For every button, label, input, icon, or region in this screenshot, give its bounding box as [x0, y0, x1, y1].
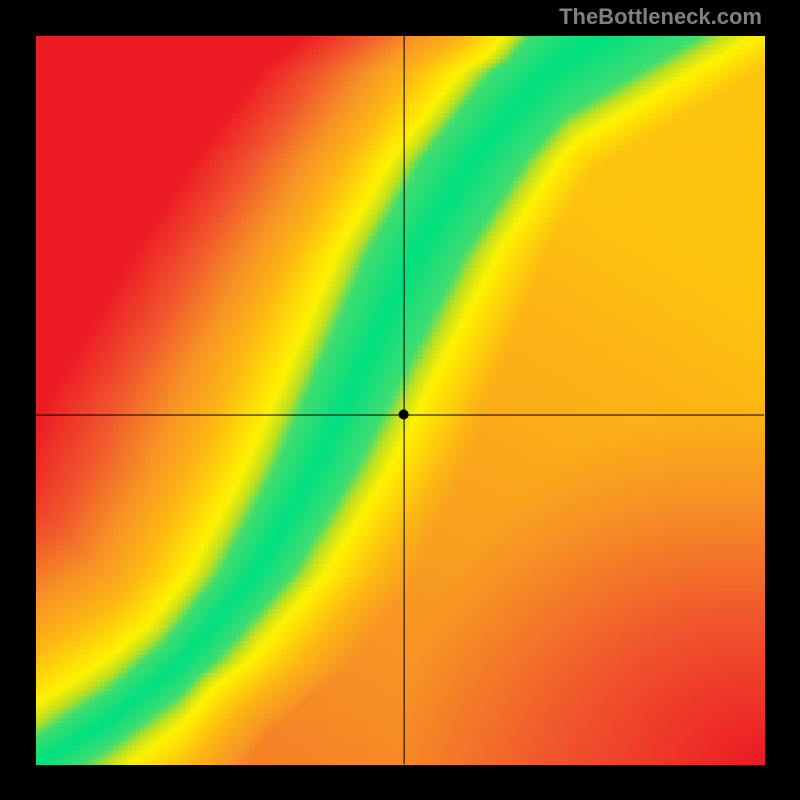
bottleneck-heatmap — [0, 0, 800, 800]
chart-container: TheBottleneck.com — [0, 0, 800, 800]
watermark-text: TheBottleneck.com — [559, 4, 762, 30]
